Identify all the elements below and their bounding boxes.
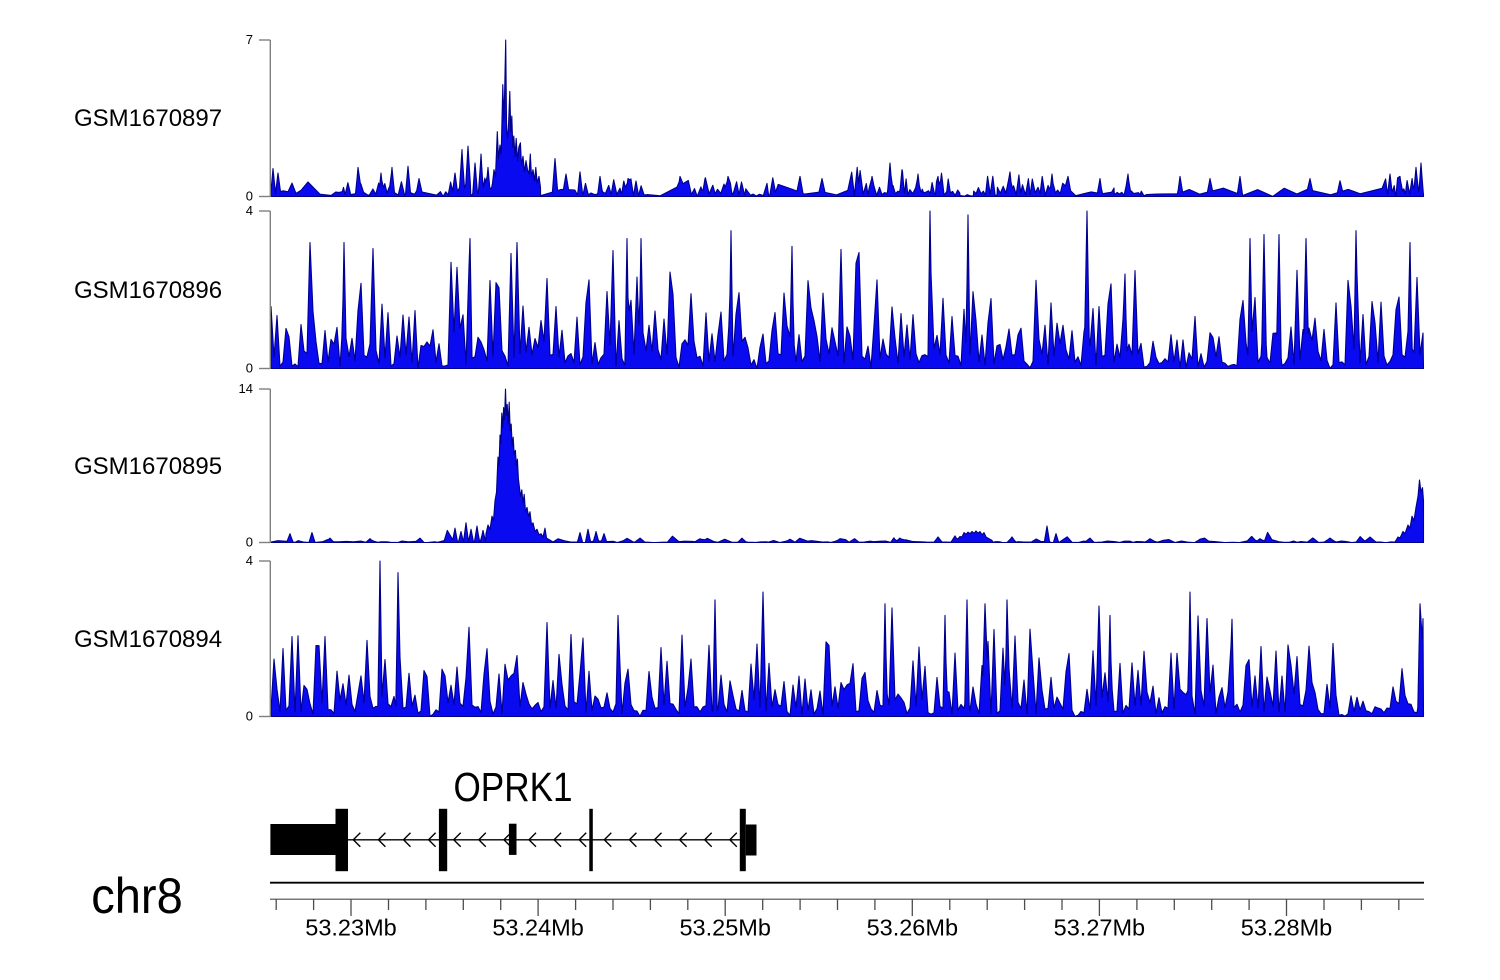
svg-text:GSM1670897: GSM1670897 <box>74 105 222 132</box>
svg-text:GSM1670896: GSM1670896 <box>74 277 222 304</box>
svg-text:4: 4 <box>246 203 253 218</box>
svg-text:53.28Mb: 53.28Mb <box>1241 915 1332 941</box>
svg-text:0: 0 <box>246 188 253 203</box>
svg-text:GSM1670894: GSM1670894 <box>74 626 222 653</box>
svg-text:7: 7 <box>246 32 253 47</box>
svg-text:0: 0 <box>246 708 253 723</box>
svg-text:0: 0 <box>246 360 253 375</box>
svg-text:14: 14 <box>239 381 253 396</box>
svg-text:53.24Mb: 53.24Mb <box>492 915 583 941</box>
svg-text:53.26Mb: 53.26Mb <box>867 915 958 941</box>
svg-text:53.27Mb: 53.27Mb <box>1054 915 1145 941</box>
svg-text:GSM1670895: GSM1670895 <box>74 453 222 480</box>
svg-text:53.25Mb: 53.25Mb <box>679 915 770 941</box>
svg-text:53.23Mb: 53.23Mb <box>305 915 396 941</box>
svg-text:4: 4 <box>246 553 253 568</box>
svg-text:OPRK1: OPRK1 <box>454 764 573 810</box>
svg-text:0: 0 <box>246 534 253 549</box>
svg-text:chr8: chr8 <box>91 868 183 924</box>
